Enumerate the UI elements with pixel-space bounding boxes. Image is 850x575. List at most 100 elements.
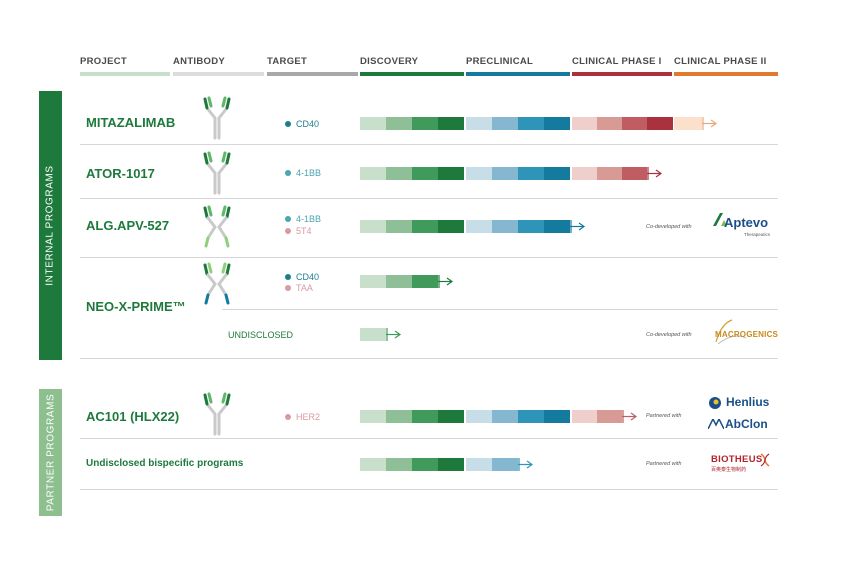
progress-arrow-icon [386,328,402,341]
abclon-mark-icon [708,419,724,429]
program-name-ator-1017: ATOR-1017 [86,166,155,181]
co-developed-note: Co-developed with [646,332,692,338]
progress-segment [466,410,492,423]
header-bar-preclinical [466,72,570,76]
progress-segment [572,117,597,130]
progress-segment [360,328,386,341]
header-phase2: CLINICAL PHASE II [674,56,767,67]
progress-segment [386,167,412,180]
progress-segment [412,117,438,130]
program-name-ac101: AC101 (HLX22) [86,409,180,424]
progress-arrow-icon [647,167,663,180]
progress-arrow-icon [570,220,586,233]
progress-segment [412,275,438,288]
partner-programs-label: PARTNER PROGRAMS [45,393,56,512]
progress-segment [597,167,622,180]
progress-segment [360,220,386,233]
progress-segment [597,117,622,130]
target-dot-icon [285,228,291,234]
progress-segment [438,167,464,180]
progress-segment [622,117,647,130]
header-bar-discovery [360,72,464,76]
progress-segment [386,220,412,233]
progress-segment [492,410,518,423]
henlius-mark-icon [709,397,721,409]
progress-segment [544,410,570,423]
progress-segment [492,458,518,471]
co-developed-note: Co-developed with [646,224,692,230]
progress-segment [674,117,702,130]
progress-segment [597,410,622,423]
program-name-neo-x-prime: NEO-X-PRIME™ [86,299,186,314]
header-bar-target [267,72,358,76]
header-bar-phase2 [674,72,778,76]
progress-segment [412,220,438,233]
internal-programs-panel: INTERNAL PROGRAMS [39,91,62,360]
progress-segment [518,117,544,130]
target-cd40: CD40 [285,272,319,282]
progress-segment [518,220,544,233]
bispecific-antibody-icon [203,205,231,248]
progress-arrow-icon [438,275,454,288]
target-dot-icon [285,285,291,291]
row-divider [80,257,778,258]
target-dot-icon [285,170,291,176]
progress-segment [572,167,597,180]
row-divider [222,309,778,310]
row-divider [80,144,778,145]
target-her2: HER2 [285,412,320,422]
partner-programs-panel: PARTNER PROGRAMS [39,389,62,516]
progress-segment [466,167,492,180]
progress-segment [622,167,647,180]
row-divider [80,438,778,439]
header-target: TARGET [267,56,308,67]
progress-segment [360,167,386,180]
progress-segment [518,410,544,423]
header-bar-antibody [173,72,264,76]
progress-segment [518,167,544,180]
antibody-icon [203,96,231,140]
progress-arrow-icon [518,458,534,471]
row-divider [80,489,778,490]
target-4-1bb: 4-1BB [285,168,321,178]
internal-programs-label: INTERNAL PROGRAMS [45,165,56,286]
biotheus-mark-icon [760,453,770,467]
progress-segment [386,275,412,288]
program-name-mitazalimab: MITAZALIMAB [86,115,176,130]
progress-segment [386,458,412,471]
progress-segment [544,117,570,130]
header-bar-phase1 [572,72,672,76]
program-name-undisclosed-bispecific: Undisclosed bispecific programs [86,458,244,469]
progress-segment [438,458,464,471]
row-divider [80,358,778,359]
progress-segment [492,167,518,180]
target-dot-icon [285,274,291,280]
progress-segment [492,117,518,130]
aptevo-mark-icon [713,213,727,226]
target-4-1bb: 4-1BB [285,214,321,224]
target-taa: TAA [285,283,313,293]
antibody-icon [203,151,231,195]
progress-segment [360,117,386,130]
progress-segment [466,117,492,130]
progress-segment [412,410,438,423]
bispecific-antibody-icon [203,262,231,305]
partnered-note: Partnered with [646,461,682,467]
antibody-icon [203,392,231,436]
progress-segment [466,220,492,233]
header-bar-project [80,72,170,76]
progress-segment [544,220,570,233]
header-project: PROJECT [80,56,127,67]
partnered-note: Partnered with [646,413,682,419]
target-cd40: CD40 [285,119,319,129]
macrogenics-mark-icon [715,319,747,345]
progress-segment [647,117,673,130]
progress-segment [466,458,492,471]
progress-segment [544,167,570,180]
progress-segment [360,458,386,471]
target-dot-icon [285,121,291,127]
progress-segment [360,410,386,423]
progress-segment [572,410,597,423]
target-dot-icon [285,216,291,222]
target-dot-icon [285,414,291,420]
